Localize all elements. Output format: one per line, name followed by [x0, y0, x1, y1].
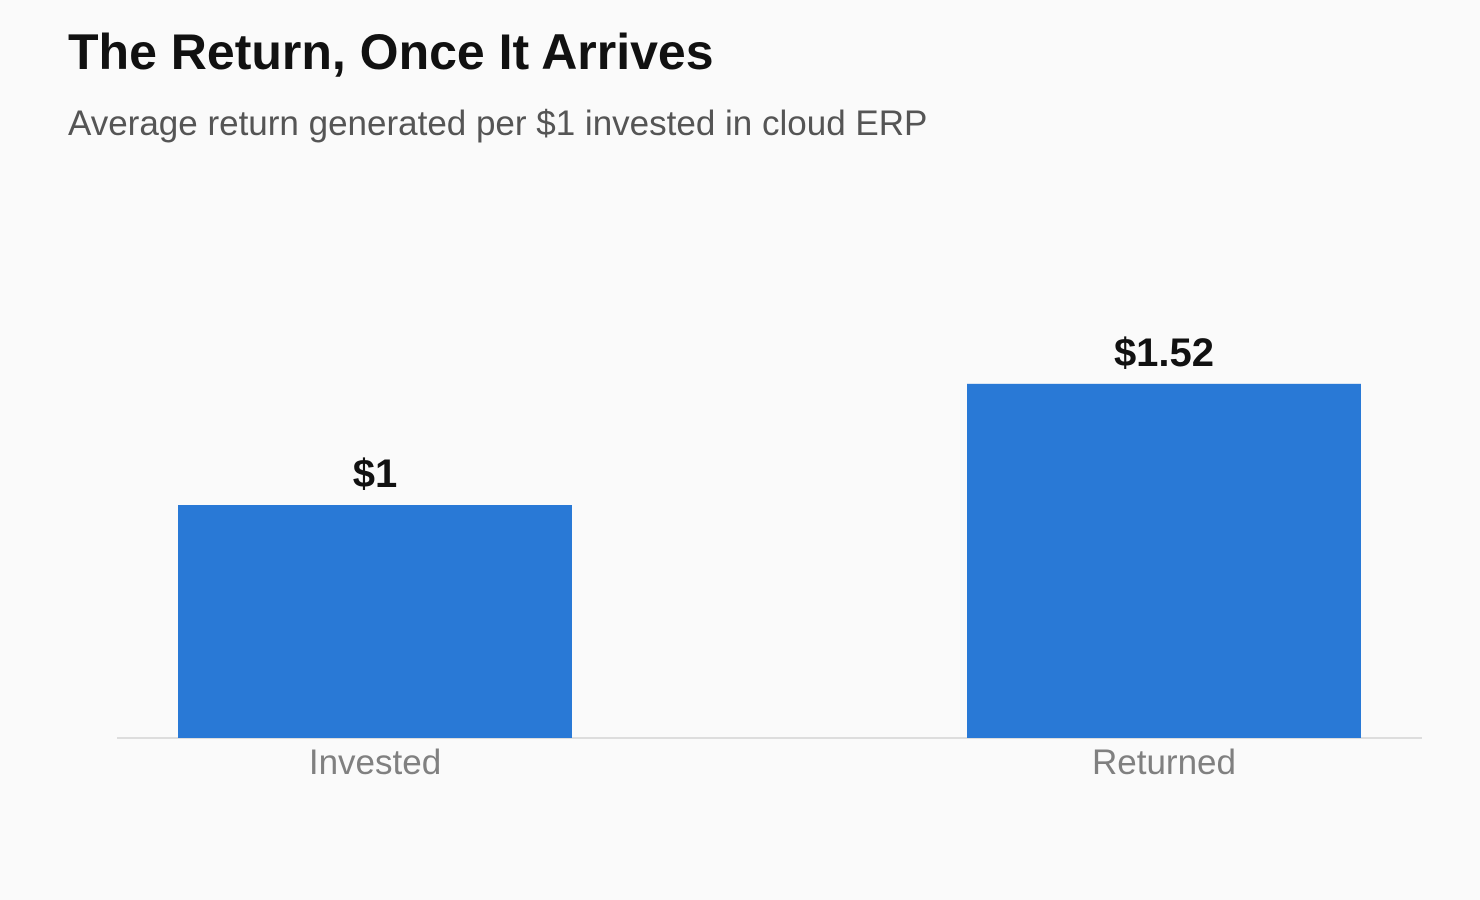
chart-subtitle: Average return generated per $1 invested… [68, 104, 928, 143]
bars-group: $1 Invested $1.52 Returned [178, 331, 1361, 782]
value-label-returned: $1.52 [1114, 331, 1214, 375]
category-label-returned: Returned [1092, 743, 1236, 782]
category-label-invested: Invested [309, 743, 441, 782]
bar-invested [178, 505, 572, 738]
value-label-invested: $1 [353, 452, 398, 496]
bar-returned [967, 383, 1361, 738]
chart-title: The Return, Once It Arrives [68, 24, 714, 80]
